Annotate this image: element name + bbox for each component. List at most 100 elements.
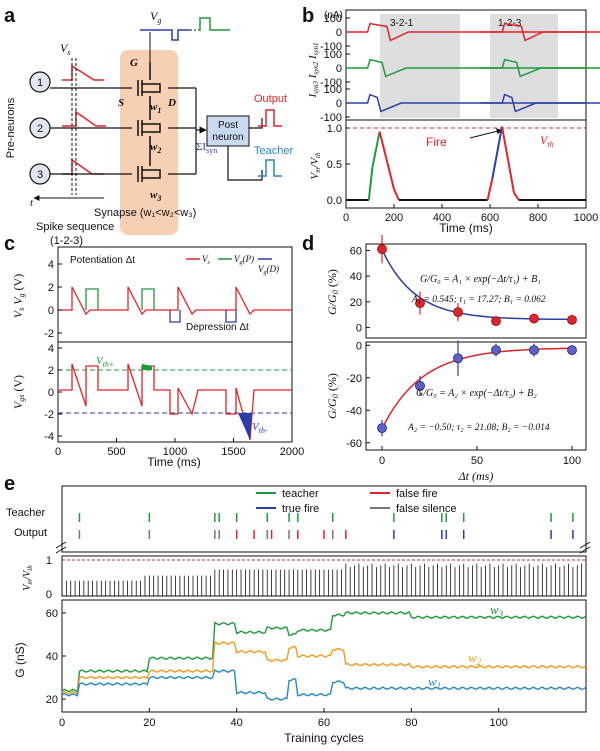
- gate-g-label: G: [130, 57, 138, 69]
- panel-label-d: d: [302, 233, 314, 255]
- d-top-tick-label: 40: [350, 271, 362, 283]
- d-x-tick-label: 100: [563, 455, 581, 467]
- current-traces: [346, 22, 600, 113]
- data-point-top: [377, 244, 387, 255]
- sequence-123: 1-2-3: [498, 18, 522, 29]
- data-point-top: [529, 313, 539, 324]
- vg-label: Vg: [150, 9, 161, 25]
- b-xlabel: Time (ms): [439, 221, 493, 235]
- time-tick-label: 1000: [574, 212, 598, 224]
- potentiation-fill: [142, 364, 152, 370]
- d-bottom-axes: [365, 341, 587, 451]
- axis-break-right: [579, 541, 591, 554]
- data-point-bottom: [491, 345, 501, 356]
- e-x-tick-label: 80: [405, 717, 417, 729]
- voltage-axis-label: Vm/Vth: [309, 152, 322, 180]
- output-row-label: Output: [14, 527, 47, 539]
- legend-vg-p: Vg(P): [234, 254, 254, 266]
- c-top-traces: [58, 286, 292, 323]
- potentiation-label: Potentiation Δt: [70, 255, 135, 266]
- pre-neuron-2: 2: [29, 117, 51, 139]
- teacher-label: Teacher: [254, 145, 293, 157]
- c-bottom-tick-label: 4: [48, 343, 54, 355]
- svg-text:3: 3: [37, 169, 43, 181]
- teacher-wire: [227, 146, 263, 181]
- depression-fill: [238, 413, 252, 440]
- unit-label: (nA): [324, 10, 343, 21]
- d-bottom-tick-label: -40: [346, 405, 362, 417]
- voltage-segment: [486, 178, 494, 201]
- conductance-traces: [61, 610, 587, 701]
- legend-teacher: teacher: [282, 488, 319, 500]
- e-xlabel: Training cycles: [284, 731, 364, 745]
- data-point-top: [491, 316, 501, 327]
- panel-b: b (nA) 3-2-1 1-2-3 1000-1001000-1001000-…: [302, 5, 600, 235]
- current-tick-label: 100: [324, 13, 342, 25]
- voltage-segment: [378, 131, 395, 190]
- current-tick-label: 0: [336, 27, 342, 39]
- current-trace-3: [346, 93, 586, 113]
- voltage-segment: [393, 188, 400, 201]
- transistors: [137, 62, 161, 182]
- data-point-bottom: [567, 345, 577, 356]
- output-label: Output: [254, 93, 287, 105]
- voltage-segment: [513, 192, 520, 201]
- data-point-top: [415, 298, 425, 309]
- d-top-ylabel: G/G0 (%): [325, 269, 340, 315]
- spike-raster: [78, 513, 574, 539]
- current-axis-label: Isyn3 Isyn2 Isyn1: [307, 42, 320, 98]
- data-point-top: [453, 307, 463, 318]
- d-top-tick-label: 60: [350, 245, 362, 257]
- fire-arrow: [469, 128, 503, 139]
- voltage-tick-label: 1.0: [327, 123, 342, 135]
- g-tick-label: 60: [46, 608, 58, 620]
- d-bottom-tick-label: 0: [356, 340, 362, 352]
- c-top-tick-label: 0: [48, 305, 54, 317]
- depression-label: Depression Δt: [186, 322, 249, 333]
- pre-neuron-3: 3: [29, 163, 51, 185]
- data-point-bottom: [529, 345, 539, 356]
- fit-curve-bottom: [381, 347, 573, 430]
- c-top-tick-label: -2: [44, 328, 54, 340]
- e-vm-label: Vm/Vth: [22, 565, 34, 591]
- post-neuron-box: [206, 115, 250, 147]
- data-point-bottom: [453, 353, 463, 364]
- w2-trace: [61, 640, 587, 695]
- e-x-tick-label: 60: [318, 717, 330, 729]
- raster-legend: teacher true fire false fire false silen…: [256, 488, 457, 515]
- g-axis-label: G (nS): [13, 642, 27, 677]
- c-bottom-tick-label: -4: [44, 431, 54, 443]
- voltage-segment: [371, 131, 381, 168]
- spike-trace-2: [62, 110, 106, 127]
- current-trace-1: [346, 22, 586, 42]
- d-x-tick-label: 0: [379, 455, 385, 467]
- spike-trace-1: [62, 64, 104, 81]
- vm-tick-0: 0: [46, 589, 52, 601]
- current-tick-label: -100: [320, 112, 342, 124]
- vg-depression-pulse: [140, 29, 190, 41]
- current-trace-3-second: [480, 93, 600, 113]
- synapse-label: Synapse (w₁<w₂<w₃): [94, 207, 196, 219]
- c-bottom-tick-label: 0: [48, 387, 54, 399]
- c-x-tick-label: 1000: [163, 446, 187, 458]
- current-tick-label: -100: [320, 77, 342, 89]
- c-x-tick-label: 1500: [221, 446, 245, 458]
- voltage-tick-label: 0.5: [327, 159, 342, 171]
- legend-vg-d: Vg(D): [258, 264, 279, 276]
- w2-label: w2: [150, 141, 161, 155]
- teacher-row-label: Teacher: [6, 507, 45, 519]
- params-1: A₁ = 0.545; τ₁ = 17.27; B₁ = 0.062: [411, 295, 546, 305]
- e-x-tick-label: 20: [143, 717, 155, 729]
- c-x-tick-label: 0: [55, 446, 61, 458]
- voltage-axes: [345, 119, 587, 209]
- output-wire: [249, 118, 263, 129]
- spike-order-label: (1-2-3): [50, 235, 83, 247]
- d-ticks: 60 40 20 0 0 -20 -40 -60 0 50 100: [346, 245, 581, 467]
- voltage-segment: [501, 126, 515, 193]
- c-bottom-ylabel: Vgs (V): [11, 375, 26, 409]
- current-trace-2: [346, 58, 586, 78]
- panel-c: c Vs Vg(P) Vg(D) Potentiation Δt Depress…: [4, 233, 304, 469]
- d-top-axes: [365, 243, 587, 339]
